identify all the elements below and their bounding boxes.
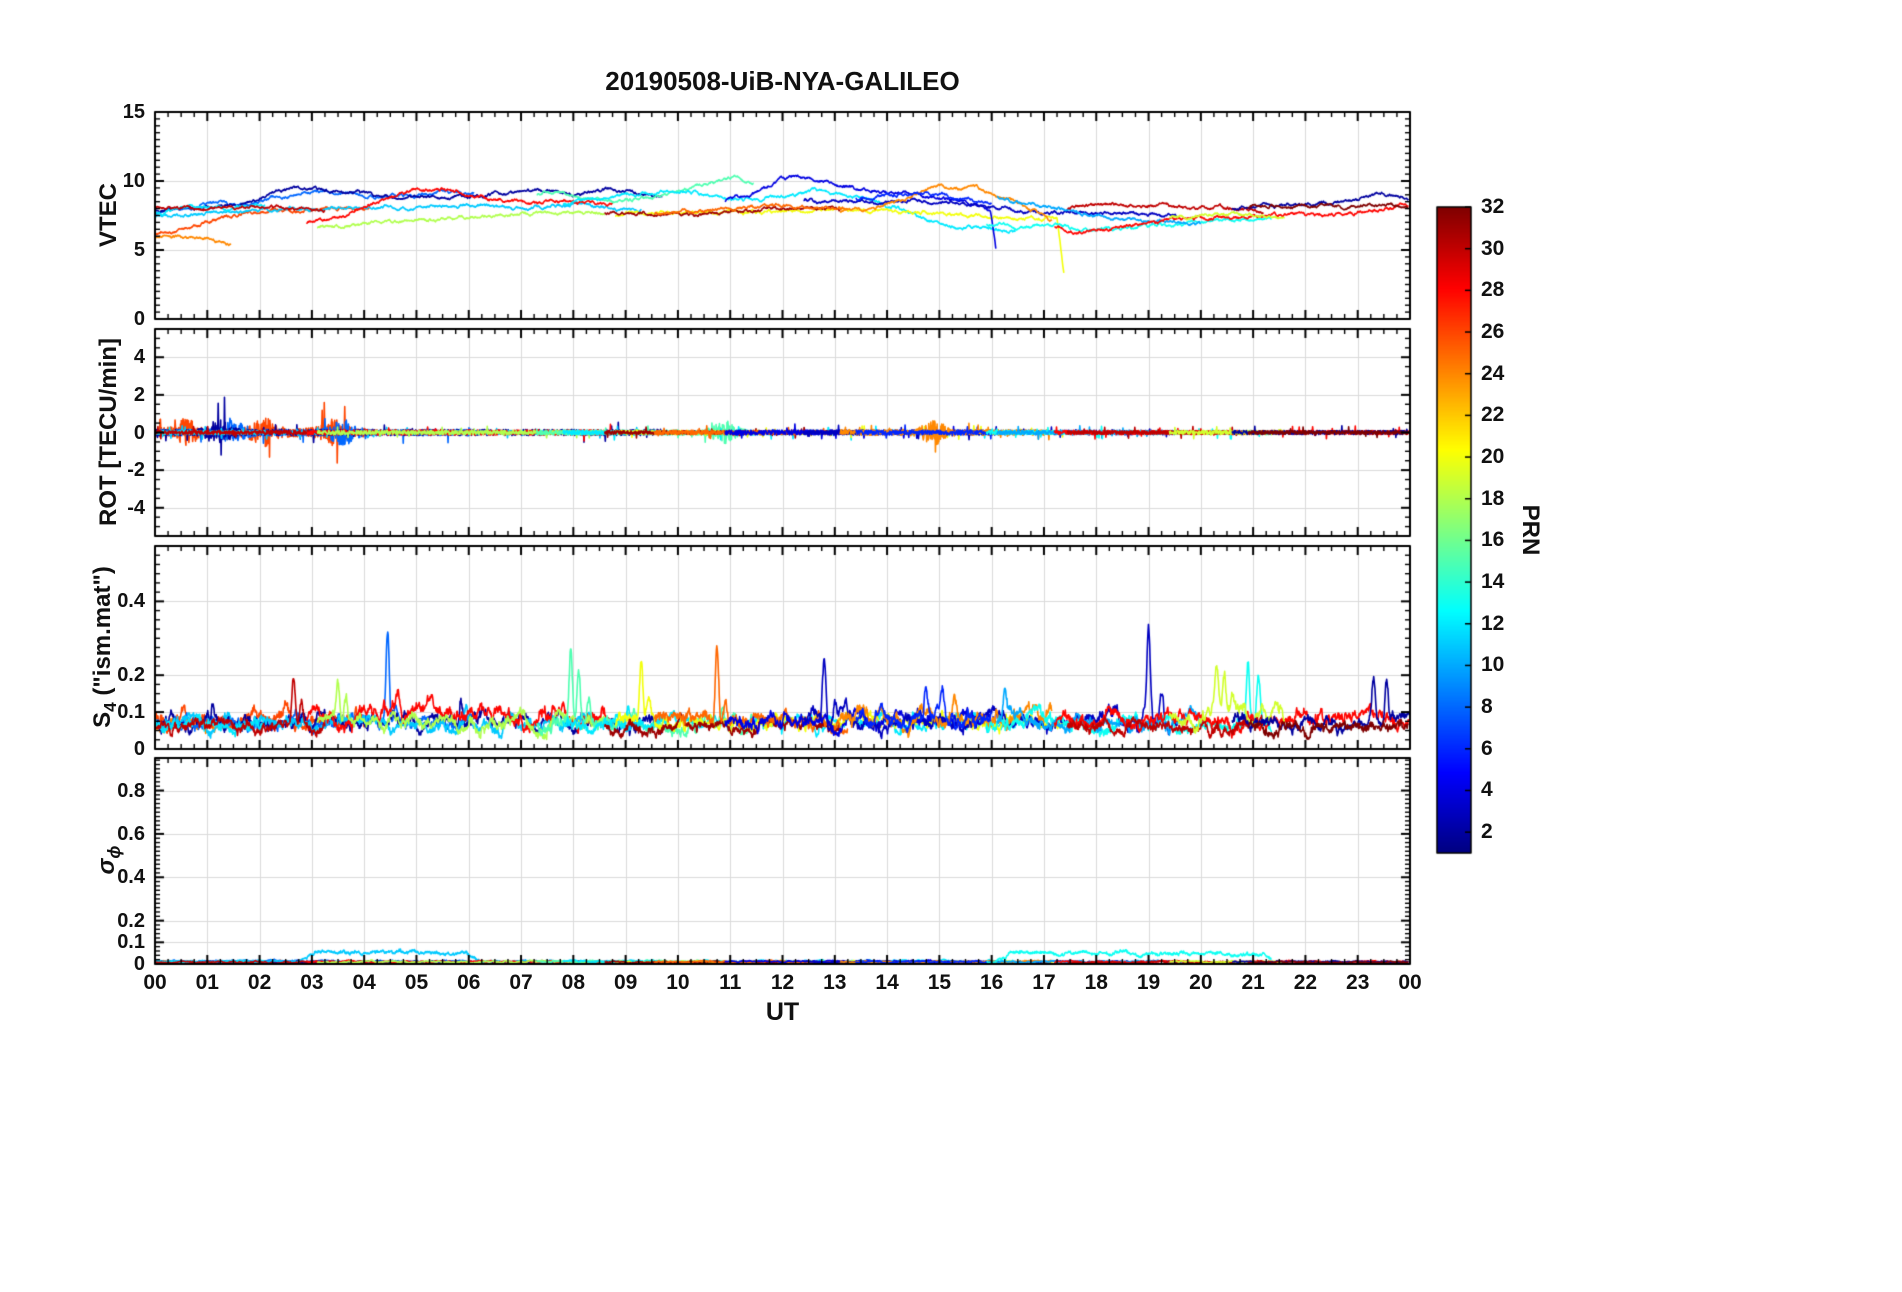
y-tick-label: 10 (122, 170, 145, 192)
colorbar-tick-label: 28 (1481, 278, 1505, 302)
x-tick-label: 18 (1084, 971, 1108, 994)
y-tick-label: 0 (133, 421, 145, 444)
colorbar-tick-label: 26 (1481, 320, 1505, 344)
colorbar-tick-label: 6 (1481, 736, 1493, 760)
x-axis-label: UT (765, 998, 800, 1026)
x-tick-label: 16 (979, 971, 1004, 994)
x-tick-label: 13 (823, 971, 847, 994)
x-tick-label: 14 (875, 971, 899, 994)
colorbar-tick-label: 14 (1481, 570, 1505, 594)
colorbar-tick-label: 32 (1481, 195, 1505, 218)
y-tick-label: 0 (133, 738, 145, 760)
colorbar-tick-label: 8 (1481, 695, 1493, 719)
colorbar-tick-label: 4 (1481, 778, 1493, 802)
chart-title: 20190508-UiB-NYA-GALILEO (605, 66, 960, 96)
y-tick-label: 5 (133, 239, 145, 261)
y-tick-label: 0.8 (117, 779, 145, 802)
y-tick-label: 0.6 (117, 822, 145, 845)
x-tick-label: 04 (352, 971, 376, 994)
colorbar-tick-label: 30 (1481, 236, 1505, 260)
ylabel-sigma-sub: ϕ (103, 845, 124, 859)
x-tick-label: 12 (770, 971, 795, 994)
y-tick-label: 0.1 (117, 931, 145, 954)
colorbar-tick-label: 12 (1481, 611, 1505, 635)
x-tick-label: 00 (1398, 971, 1422, 994)
x-tick-label: 07 (509, 971, 533, 994)
x-tick-label: 11 (719, 971, 742, 994)
x-tick-label: 03 (300, 971, 324, 994)
y-tick-label: 0.4 (117, 590, 145, 613)
y-tick-label: 0.2 (117, 664, 145, 687)
colorbar-label: PRN (1517, 504, 1544, 556)
y-tick-label: 15 (122, 101, 145, 123)
x-tick-label: 22 (1293, 971, 1318, 994)
colorbar-tick-label: 16 (1481, 528, 1505, 552)
x-tick-label: 19 (1136, 971, 1161, 994)
y-tick-label: 0.1 (117, 701, 145, 724)
colorbar-tick-label: 10 (1481, 653, 1505, 677)
x-tick-label: 08 (561, 971, 585, 994)
x-tick-label: 02 (247, 971, 272, 994)
colorbar-tick-label: 2 (1481, 820, 1493, 844)
y-tick-label: 2 (133, 383, 145, 406)
x-tick-label: 00 (143, 971, 167, 994)
y-tick-label: 0.4 (117, 866, 145, 889)
x-tick-label: 05 (404, 971, 429, 994)
y-tick-label: 0 (133, 953, 145, 975)
y-tick-label: -4 (127, 496, 145, 519)
y-tick-label: 0.2 (117, 909, 145, 932)
x-tick-label: 09 (613, 971, 638, 994)
colorbar-tick-label: 24 (1481, 361, 1505, 385)
x-tick-label: 17 (1032, 971, 1056, 994)
y-tick-label: 4 (133, 346, 145, 369)
x-tick-label: 01 (195, 971, 219, 994)
x-tick-label: 15 (927, 971, 952, 994)
x-tick-label: 21 (1241, 971, 1265, 994)
y-tick-label: 0 (133, 308, 145, 330)
y-tick-label: -2 (127, 459, 145, 482)
x-tick-label: 20 (1189, 971, 1213, 994)
x-tick-label: 06 (457, 971, 481, 994)
colorbar-tick-label: 20 (1481, 445, 1505, 469)
colorbar-tick-label: 18 (1481, 486, 1505, 510)
x-tick-label: 10 (666, 971, 690, 994)
x-tick-label: 23 (1346, 971, 1370, 994)
colorbar-tick-label: 22 (1481, 403, 1505, 427)
